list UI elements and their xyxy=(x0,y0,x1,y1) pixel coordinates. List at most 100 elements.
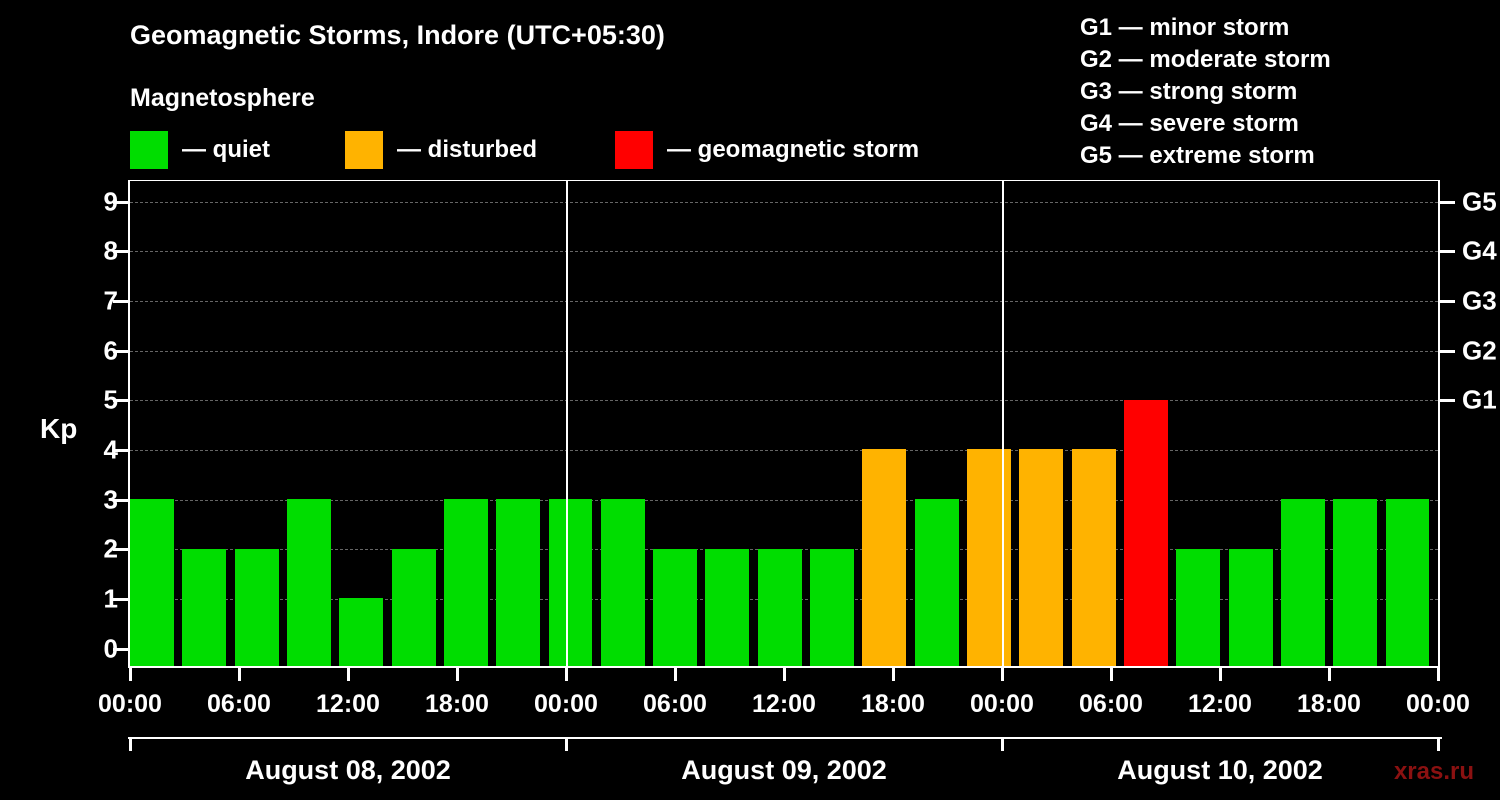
day-bracket-tick-0 xyxy=(128,737,132,751)
right-tick-mark-G4 xyxy=(1440,250,1455,254)
plot-top-border xyxy=(128,180,1440,181)
kp-bar-slot-8 xyxy=(548,181,601,666)
legend-label-quiet: — quiet xyxy=(182,136,270,163)
right-tick-mark-G5 xyxy=(1440,200,1455,204)
x-tick-mark-6 xyxy=(238,668,241,681)
gridline-kp-4 xyxy=(130,449,1438,451)
x-axis-line xyxy=(128,666,1440,668)
gridline-kp-5 xyxy=(130,400,1438,402)
gridline-kp-8 xyxy=(130,251,1438,253)
kp-bar-slot-15 xyxy=(914,181,967,666)
y-tick-label-6: 6 xyxy=(103,335,118,366)
storm-scale-line-g1: G1 — minor storm xyxy=(1080,14,1290,41)
x-tick-label-60: 12:00 xyxy=(1188,690,1252,718)
day-boundary-line-2 xyxy=(1002,181,1004,666)
y-tick-mark-2 xyxy=(113,548,128,552)
y-axis-line xyxy=(128,180,130,668)
storm-scale-line-g2: G2 — moderate storm xyxy=(1080,46,1331,73)
x-tick-mark-48 xyxy=(1001,668,1004,681)
y-tick-mark-4 xyxy=(113,448,128,452)
y-tick-label-1: 1 xyxy=(103,583,118,614)
x-tick-label-36: 12:00 xyxy=(752,690,816,718)
kp-bar-slot-23 xyxy=(1333,181,1385,666)
kp-bar xyxy=(653,548,698,666)
kp-bar-slot-4 xyxy=(339,181,391,666)
x-tick-mark-66 xyxy=(1328,668,1331,681)
kp-bar xyxy=(234,548,279,666)
kp-bar xyxy=(967,449,1011,666)
kp-bar xyxy=(548,499,593,666)
kp-bar-slot-13 xyxy=(810,181,862,666)
gridline-kp-3 xyxy=(130,499,1438,501)
kp-bar xyxy=(757,548,802,666)
kp-bar xyxy=(1333,499,1378,666)
storm-color-swatch xyxy=(615,131,653,169)
day-label-3: August 10, 2002 xyxy=(1117,755,1323,785)
storm-scale-line-g4: G4 — severe storm xyxy=(1080,110,1299,137)
kp-bar-slot-12 xyxy=(757,181,810,666)
kp-bar xyxy=(1385,499,1430,666)
x-tick-label-42: 18:00 xyxy=(861,690,925,718)
kp-bar xyxy=(705,548,750,666)
y-tick-mark-3 xyxy=(113,498,128,502)
right-tick-label-G1: G1 xyxy=(1462,384,1497,415)
kp-bar xyxy=(1280,499,1325,666)
y-tick-label-7: 7 xyxy=(103,285,118,316)
kp-bar-slot-7 xyxy=(496,181,548,666)
x-tick-mark-24 xyxy=(565,668,568,681)
y-tick-label-9: 9 xyxy=(103,186,118,217)
watermark: xras.ru xyxy=(1393,758,1474,785)
kp-bar-slot-9 xyxy=(600,181,653,666)
kp-bar xyxy=(443,499,488,666)
right-tick-mark-G1 xyxy=(1440,399,1455,403)
kp-bar-slot-24 xyxy=(1385,181,1438,666)
x-tick-mark-54 xyxy=(1110,668,1113,681)
storm-scale-line-g5: G5 — extreme storm xyxy=(1080,142,1315,169)
y-tick-label-2: 2 xyxy=(103,533,118,564)
y-axis-tick-labels: 0 1 2 3 4 5 6 7 8 9 xyxy=(0,0,118,800)
y-tick-mark-6 xyxy=(113,349,128,353)
storm-scale-legend: G1 — minor storm G2 — moderate storm G3 — … xyxy=(1080,12,1331,172)
y-tick-mark-1 xyxy=(113,597,128,601)
magnetosphere-label: Magnetosphere xyxy=(130,84,315,112)
kp-bar xyxy=(1071,449,1116,666)
gridline-kp-7 xyxy=(130,300,1438,302)
right-tick-mark-G2 xyxy=(1440,349,1455,353)
y-tick-mark-7 xyxy=(113,299,128,303)
day-bracket-tick-24 xyxy=(564,737,568,751)
x-tick-label-72: 00:00 xyxy=(1406,690,1470,718)
day-bracket-tick-72 xyxy=(1436,737,1440,751)
gridline-kp-9 xyxy=(130,201,1438,203)
x-tick-mark-30 xyxy=(674,668,677,681)
y-tick-mark-8 xyxy=(113,250,128,254)
page-title: Geomagnetic Storms, Indore (UTC+05:30) xyxy=(130,20,665,50)
kp-bar-slot-18 xyxy=(1071,181,1124,666)
x-tick-mark-36 xyxy=(783,668,786,681)
kp-bar-slot-22 xyxy=(1280,181,1333,666)
x-tick-mark-42 xyxy=(892,668,895,681)
kp-bar xyxy=(810,548,854,666)
x-tick-mark-60 xyxy=(1219,668,1222,681)
x-tick-mark-0 xyxy=(129,668,132,681)
x-tick-label-30: 06:00 xyxy=(643,690,707,718)
kp-bar-slot-20 xyxy=(1176,181,1228,666)
x-tick-label-12: 12:00 xyxy=(316,690,380,718)
disturbed-color-swatch xyxy=(345,131,383,169)
quiet-color-swatch xyxy=(130,131,168,169)
kp-bar-slot-0 xyxy=(130,181,182,666)
kp-bar xyxy=(600,499,645,666)
kp-bar-slot-3 xyxy=(286,181,339,666)
x-tick-label-18: 18:00 xyxy=(425,690,489,718)
legend-item-quiet: — quiet xyxy=(130,131,270,169)
y-tick-label-5: 5 xyxy=(103,384,118,415)
kp-bar-slot-2 xyxy=(234,181,287,666)
day-bracket-line xyxy=(128,737,1442,739)
right-tick-label-G3: G3 xyxy=(1462,285,1497,316)
y-tick-label-4: 4 xyxy=(103,434,118,465)
kp-bar-slot-5 xyxy=(391,181,444,666)
y-tick-mark-0 xyxy=(113,647,128,651)
right-tick-label-G5: G5 xyxy=(1462,186,1497,217)
kp-bar-slot-6 xyxy=(443,181,496,666)
kp-bar xyxy=(914,499,959,666)
kp-bar xyxy=(130,499,174,666)
